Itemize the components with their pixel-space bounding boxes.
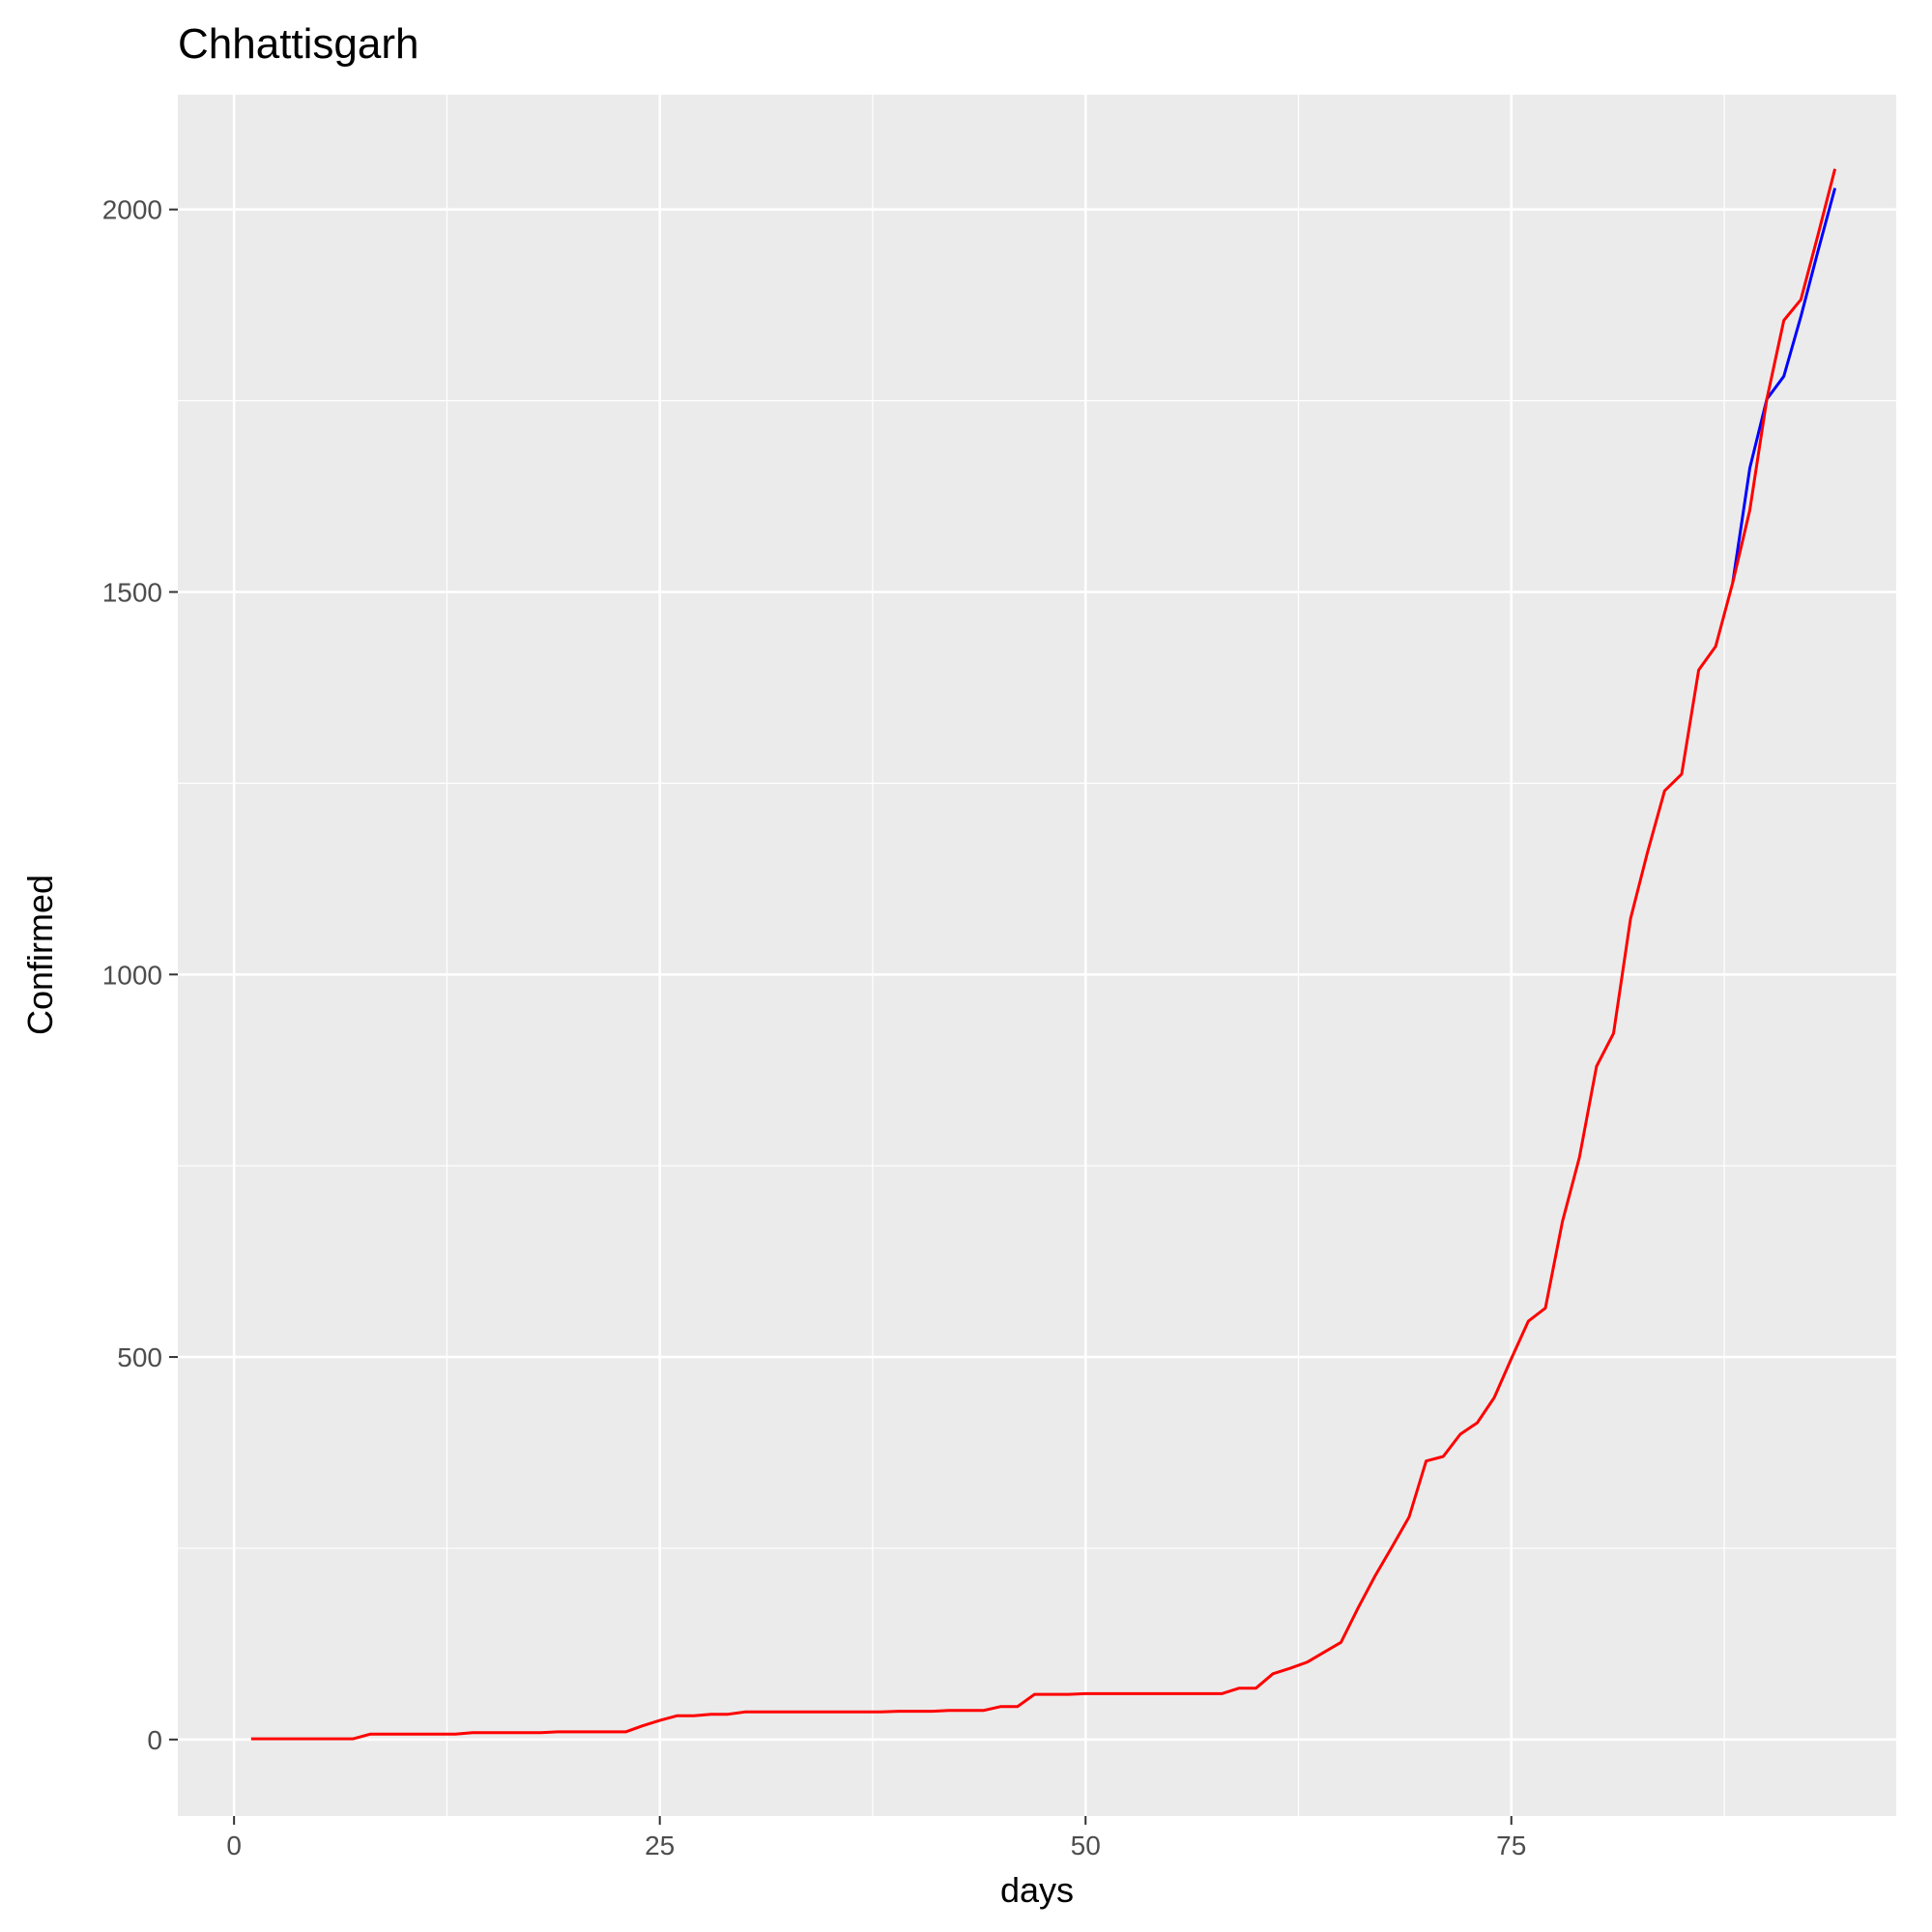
y-axis: 0 500 1000 1500 2000	[102, 195, 178, 1755]
x-axis-title: days	[1000, 1870, 1074, 1910]
x-axis: 0 25 50 75	[226, 1816, 1526, 1860]
series-layer	[250, 168, 1837, 1741]
series-line-1	[1731, 187, 1837, 584]
series-line-2	[250, 168, 1837, 1741]
x-tick-label: 25	[645, 1831, 675, 1860]
grid-minor	[178, 95, 1896, 1816]
x-tick-label: 50	[1071, 1831, 1101, 1860]
x-tick-label: 0	[226, 1831, 242, 1860]
y-tick-label: 1000	[102, 960, 162, 990]
y-tick-label: 2000	[102, 195, 162, 225]
chart-title: Chhattisgarh	[178, 20, 418, 68]
x-tick-label: 75	[1496, 1831, 1526, 1860]
y-tick-label: 500	[117, 1342, 162, 1372]
plot-panel	[178, 95, 1896, 1816]
y-tick-label: 1500	[102, 578, 162, 608]
y-axis-title: Confirmed	[20, 875, 60, 1035]
y-tick-label: 0	[147, 1725, 162, 1755]
grid-major	[178, 95, 1896, 1816]
